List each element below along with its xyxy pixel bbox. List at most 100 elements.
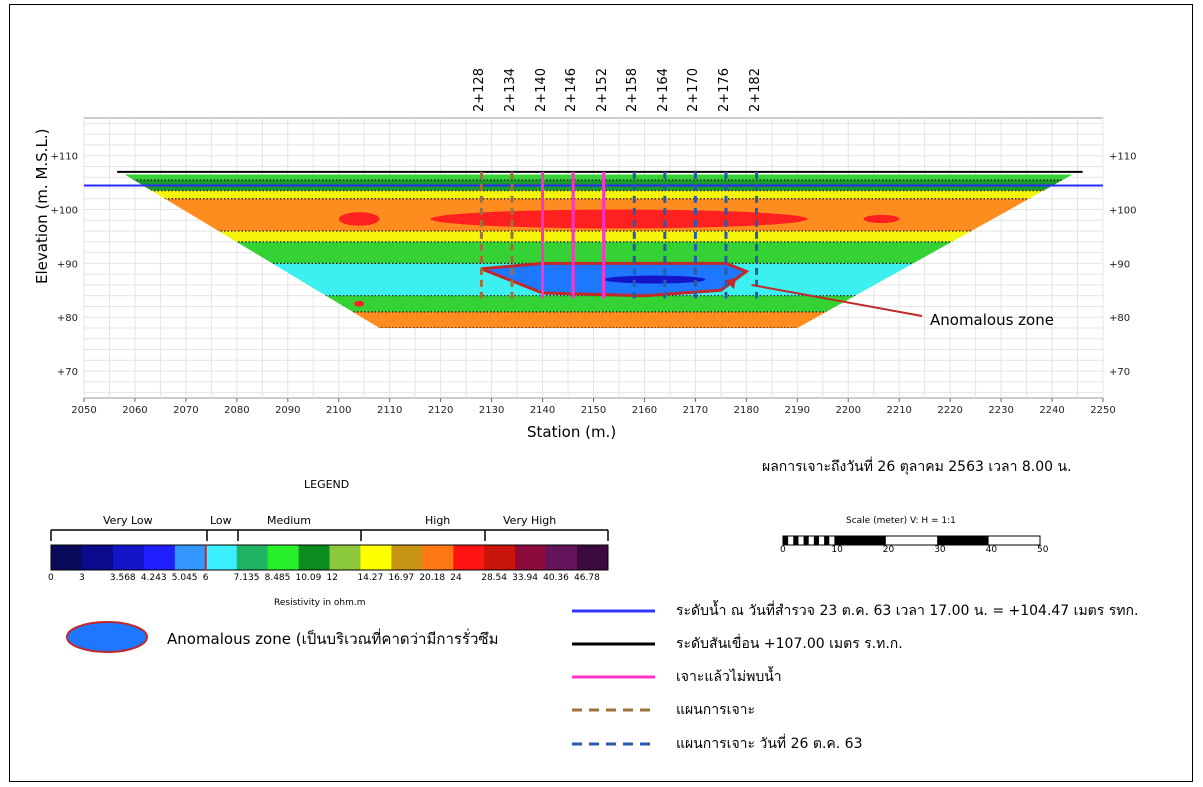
legend-value: 20.18 [419, 573, 445, 583]
station-label: 2+176 [717, 68, 732, 112]
legend-value: 3.568 [110, 573, 136, 583]
scale-label: 40 [986, 545, 997, 555]
legend-swatch [391, 545, 422, 570]
x-tick-label: 2250 [1090, 405, 1115, 416]
legend-value: 0 [48, 573, 54, 583]
scale-seg [834, 536, 885, 545]
x-tick-label: 2140 [530, 405, 555, 416]
class-label-low: Low [210, 514, 232, 527]
class-label-very-low: Very Low [103, 514, 153, 527]
x-tick-label: 2170 [683, 405, 708, 416]
station-label: 2+134 [503, 68, 518, 112]
high-resistivity-zone [864, 215, 900, 223]
high-resistivity-zone [339, 212, 380, 225]
scale-label: 0 [780, 545, 786, 555]
y-tick-label-left: +90 [57, 259, 78, 270]
legend-value: 40.36 [543, 573, 569, 583]
x-tick-label: 2150 [581, 405, 606, 416]
legend-swatch [422, 545, 453, 570]
scale-bar [783, 536, 1040, 545]
x-tick-label: 2200 [836, 405, 861, 416]
line-key-label: แผนการเจาะ [676, 699, 755, 721]
legend-value: 14.27 [357, 573, 383, 583]
legend-value: 28.54 [481, 573, 507, 583]
legend-swatch [360, 545, 391, 570]
y-tick-label-left: +100 [51, 206, 78, 217]
legend-swatch [237, 545, 268, 570]
anomalous-zone-annotation: Anomalous zone [930, 311, 1054, 329]
legend-swatch [515, 545, 546, 570]
legend-value: 4.243 [141, 573, 167, 583]
resistivity-layer [84, 191, 1103, 199]
legend-value: 10.09 [296, 573, 322, 583]
line-key-label: ระดับน้ำ ณ วันที่สำรวจ 23 ต.ค. 63 เวลา 1… [676, 600, 1138, 622]
scale-seg [814, 536, 819, 545]
x-tick-label: 2110 [377, 405, 402, 416]
anomalous-zone-symbol [67, 622, 147, 652]
y-tick-label-right: +90 [1109, 259, 1130, 270]
legend-value: 6 [203, 573, 209, 583]
station-label: 2+140 [534, 68, 549, 112]
legend-value: 7.135 [234, 573, 260, 583]
x-tick-label: 2220 [937, 405, 962, 416]
x-tick-label: 2210 [886, 405, 911, 416]
line-key-label: เจาะแล้วไม่พบน้ำ [676, 666, 782, 688]
scale-label: 30 [934, 545, 945, 555]
x-tick-label: 2080 [224, 405, 249, 416]
legend-swatch [51, 545, 82, 570]
y-tick-label-right: +110 [1109, 152, 1136, 163]
station-label: 2+146 [564, 68, 579, 112]
scale-label: 50 [1037, 545, 1048, 555]
scale-label: 20 [883, 545, 894, 555]
high-resistivity-spot [354, 301, 364, 307]
legend-swatch [206, 545, 237, 570]
legend-swatch [268, 545, 299, 570]
x-tick-label: 2060 [122, 405, 147, 416]
legend-swatch [453, 545, 484, 570]
anomalous-zone-legend-label: Anomalous zone (เป็นบริเวณที่คาดว่ามีการ… [167, 627, 498, 651]
scale-seg [783, 536, 788, 545]
legend-swatch [175, 545, 206, 570]
station-label: 2+128 [472, 68, 487, 112]
y-tick-label-left: +70 [57, 367, 78, 378]
legend-value: 5.045 [172, 573, 198, 583]
x-tick-label: 2050 [71, 405, 96, 416]
station-label: 2+182 [748, 68, 763, 112]
y-tick-label-left: +110 [51, 152, 78, 163]
high-resistivity-zone [430, 210, 807, 229]
legend-swatch [546, 545, 577, 570]
y-tick-label-left: +80 [57, 313, 78, 324]
class-label-high: High [425, 514, 450, 527]
legend-swatch [299, 545, 330, 570]
x-tick-label: 2230 [988, 405, 1013, 416]
anomalous-core [604, 276, 706, 284]
class-label-very-high: Very High [503, 514, 556, 527]
y-axis-title: Elevation (m. M.S.L.) [33, 164, 51, 284]
scale-seg [824, 536, 829, 545]
x-tick-label: 2130 [479, 405, 504, 416]
line-key-label: แผนการเจาะ วันที่ 26 ต.ค. 63 [676, 733, 862, 755]
scale-seg [804, 536, 809, 545]
drill-result-note: ผลการเจาะถึงวันที่ 26 ตุลาคม 2563 เวลา 8… [762, 456, 1072, 478]
legend-value: 12 [327, 573, 338, 583]
station-label: 2+170 [686, 68, 701, 112]
legend-value: 8.485 [265, 573, 291, 583]
x-tick-label: 2120 [428, 405, 453, 416]
x-tick-label: 2100 [326, 405, 351, 416]
scale-title: Scale (meter) V: H = 1:1 [846, 516, 956, 526]
station-label: 2+152 [595, 68, 610, 112]
scale-seg [937, 536, 988, 545]
x-tick-label: 2180 [734, 405, 759, 416]
x-tick-label: 2070 [173, 405, 198, 416]
legend-swatch [144, 545, 175, 570]
y-tick-label-right: +100 [1109, 206, 1136, 217]
legend-swatch [82, 545, 113, 570]
class-label-medium: Medium [267, 514, 311, 527]
legend-swatch [330, 545, 361, 570]
station-label: 2+164 [656, 68, 671, 112]
x-tick-label: 2190 [785, 405, 810, 416]
y-tick-label-right: +70 [1109, 367, 1130, 378]
legend-swatch [577, 545, 608, 570]
scale-label: 10 [831, 545, 842, 555]
